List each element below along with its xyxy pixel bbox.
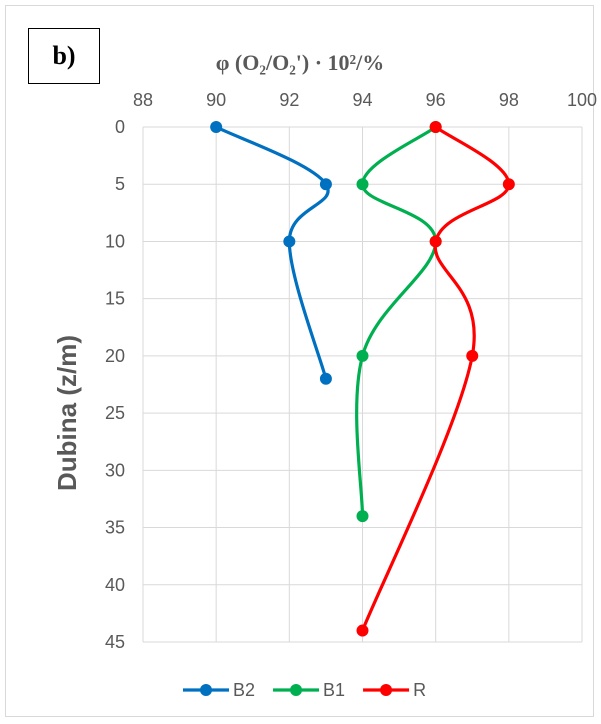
data-point-b2: [210, 121, 223, 133]
panel-label: b): [28, 28, 100, 84]
data-point-b1: [356, 510, 369, 523]
legend-label-b2: B2: [233, 680, 255, 700]
legend: B2 B1 R: [183, 680, 426, 700]
legend-label-b1: B1: [323, 680, 345, 700]
data-point-b1: [356, 178, 369, 191]
y-axis-title: Dubina (z/m): [52, 335, 82, 491]
y-tick-label: 30: [105, 460, 125, 480]
data-point-r: [429, 121, 442, 133]
y-tick-label: 35: [105, 518, 125, 538]
series-line-b1: [355, 125, 438, 517]
x-axis-title: φ (O₂/O₂') · 10²/%: [216, 50, 385, 75]
legend-label-r: R: [413, 680, 426, 700]
data-point-r: [466, 349, 479, 362]
chart-frame: [5, 5, 594, 717]
series-line-b2: [215, 125, 330, 380]
data-point-b2: [319, 372, 332, 385]
y-tick-label: 10: [105, 231, 125, 251]
y-tick-label: 0: [115, 117, 125, 137]
legend-marker-r: [380, 684, 393, 696]
legend-marker-b2: [200, 684, 212, 696]
grid: [142, 126, 583, 643]
y-tick-label: 40: [105, 575, 125, 595]
tick-labels: 88 90 92 94 96 98 100 0 5 10 15 20 25 30 35 40 45: [105, 90, 597, 652]
legend-marker-b1: [290, 684, 303, 696]
data-point-r: [429, 235, 442, 248]
y-tick-label: 15: [105, 289, 125, 309]
x-tick-label: 90: [206, 90, 226, 110]
series-line-r: [361, 125, 511, 632]
data-point-b2: [283, 235, 296, 248]
x-tick-label: 98: [499, 90, 519, 110]
y-tick-label: 45: [105, 632, 125, 652]
x-tick-label: 94: [352, 90, 372, 110]
data-point-b1: [356, 349, 369, 362]
y-tick-label: 5: [115, 174, 125, 194]
series: [210, 121, 515, 637]
x-tick-label: 88: [133, 90, 153, 110]
y-tick-label: 20: [105, 346, 125, 366]
x-tick-label: 100: [567, 90, 597, 110]
y-tick-label: 25: [105, 403, 125, 423]
x-tick-label: 96: [426, 90, 446, 110]
data-point-r: [356, 624, 369, 637]
x-tick-label: 92: [279, 90, 299, 110]
data-point-r: [502, 178, 515, 191]
data-point-b2: [319, 178, 332, 191]
